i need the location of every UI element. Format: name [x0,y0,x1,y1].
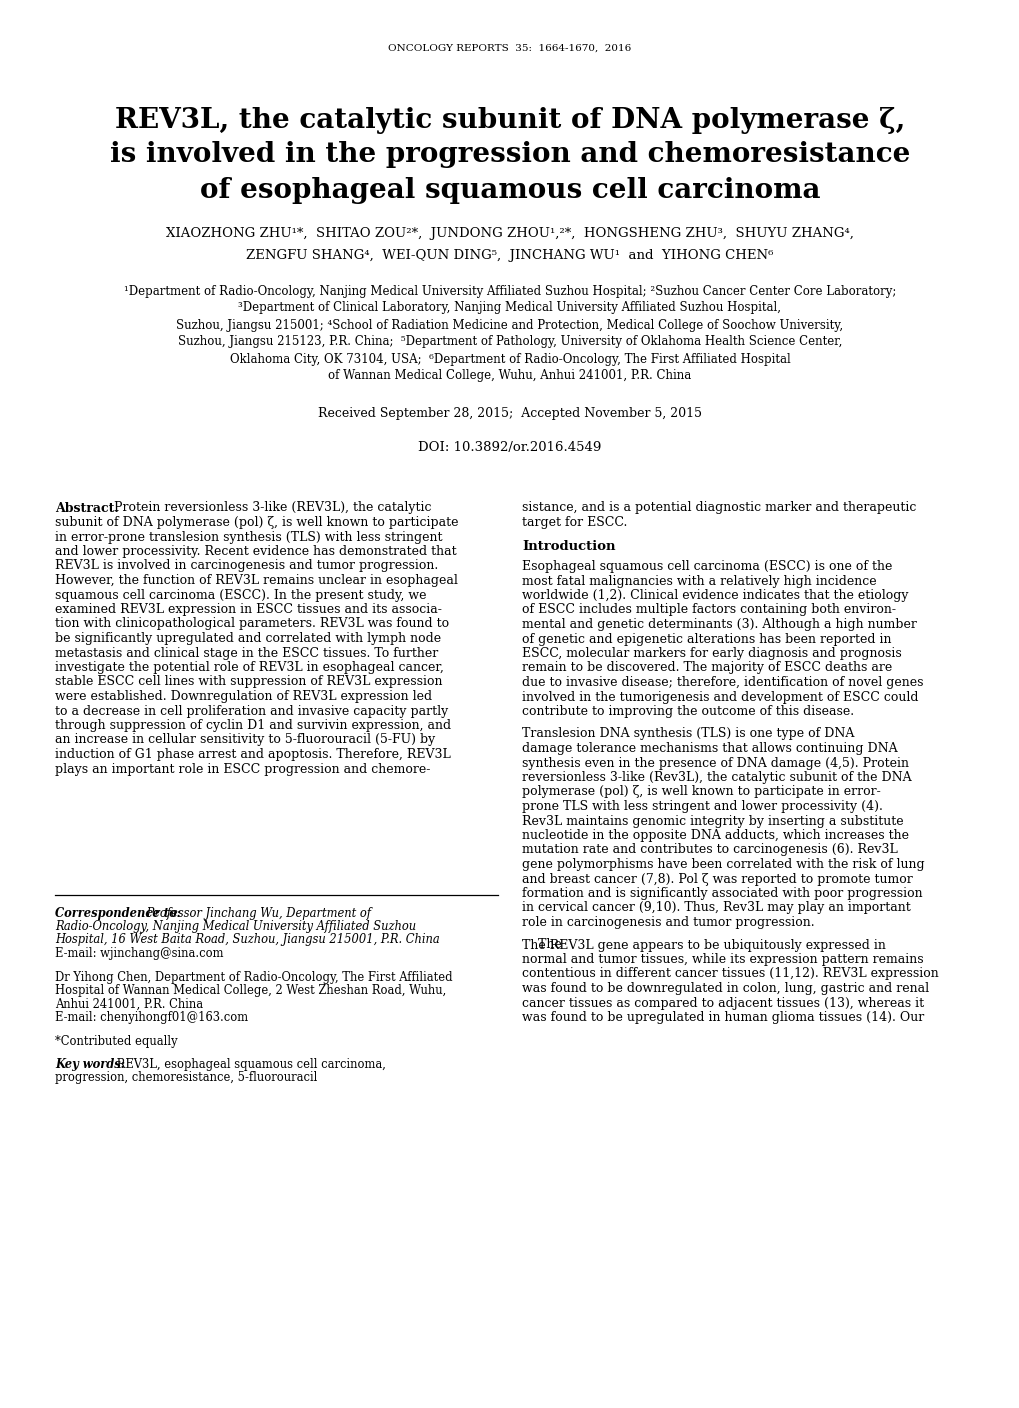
Text: Correspondence to:: Correspondence to: [55,907,180,919]
Text: ³Department of Clinical Laboratory, Nanjing Medical University Affiliated Suzhou: ³Department of Clinical Laboratory, Nanj… [238,301,781,314]
Text: *Contributed equally: *Contributed equally [55,1035,177,1048]
Text: Dr Yihong Chen, Department of Radio-Oncology, The First Affiliated: Dr Yihong Chen, Department of Radio-Onco… [55,970,452,984]
Text: investigate the potential role of REV3L in esophageal cancer,: investigate the potential role of REV3L … [55,660,443,674]
Text: role in carcinogenesis and tumor progression.: role in carcinogenesis and tumor progres… [522,917,814,929]
Text: involved in the tumorigenesis and development of ESCC could: involved in the tumorigenesis and develo… [522,690,917,704]
Text: were established. Downregulation of REV3L expression led: were established. Downregulation of REV3… [55,690,432,703]
Text: damage tolerance mechanisms that allows continuing DNA: damage tolerance mechanisms that allows … [522,742,897,755]
Text: Oklahoma City, OK 73104, USA;  ⁶Department of Radio-Oncology, The First Affiliat: Oklahoma City, OK 73104, USA; ⁶Departmen… [229,352,790,366]
Text: and lower processivity. Recent evidence has demonstrated that: and lower processivity. Recent evidence … [55,545,457,558]
Text: formation and is significantly associated with poor progression: formation and is significantly associate… [522,887,922,900]
Text: prone TLS with less stringent and lower processivity (4).: prone TLS with less stringent and lower … [522,800,882,812]
Text: induction of G1 phase arrest and apoptosis. Therefore, REV3L: induction of G1 phase arrest and apoptos… [55,748,450,760]
Text: Abstract.: Abstract. [55,501,118,514]
Text: nucleotide in the opposite DNA adducts, which increases the: nucleotide in the opposite DNA adducts, … [522,829,908,842]
Text: be significantly upregulated and correlated with lymph node: be significantly upregulated and correla… [55,632,440,645]
Text: Professor Jinchang Wu, Department of: Professor Jinchang Wu, Department of [143,907,371,919]
Text: Introduction: Introduction [522,541,614,553]
Text: most fatal malignancies with a relatively high incidence: most fatal malignancies with a relativel… [522,574,875,587]
Text: synthesis even in the presence of DNA damage (4,5). Protein: synthesis even in the presence of DNA da… [522,756,908,770]
Text: normal and tumor tissues, while its expression pattern remains: normal and tumor tissues, while its expr… [522,953,923,966]
Text: contribute to improving the outcome of this disease.: contribute to improving the outcome of t… [522,705,853,718]
Text: examined REV3L expression in ESCC tissues and its associa-: examined REV3L expression in ESCC tissue… [55,603,441,617]
Text: in cervical cancer (9,10). Thus, Rev3L may play an important: in cervical cancer (9,10). Thus, Rev3L m… [522,901,910,915]
Text: Hospital, 16 West Baita Road, Suzhou, Jiangsu 215001, P.R. China: Hospital, 16 West Baita Road, Suzhou, Ji… [55,934,439,946]
Text: gene polymorphisms have been correlated with the risk of lung: gene polymorphisms have been correlated … [522,857,923,872]
Text: Suzhou, Jiangsu 215001; ⁴School of Radiation Medicine and Protection, Medical Co: Suzhou, Jiangsu 215001; ⁴School of Radia… [176,318,843,331]
Text: was found to be downregulated in colon, lung, gastric and renal: was found to be downregulated in colon, … [522,981,928,995]
Text: mental and genetic determinants (3). Although a high number: mental and genetic determinants (3). Alt… [522,618,916,631]
Text: DOI: 10.3892/or.2016.4549: DOI: 10.3892/or.2016.4549 [418,442,601,455]
Text: Hospital of Wannan Medical College, 2 West Zheshan Road, Wuhu,: Hospital of Wannan Medical College, 2 We… [55,984,446,997]
Text: of Wannan Medical College, Wuhu, Anhui 241001, P.R. China: of Wannan Medical College, Wuhu, Anhui 2… [328,369,691,383]
Text: ONCOLOGY REPORTS  35:  1664-1670,  2016: ONCOLOGY REPORTS 35: 1664-1670, 2016 [388,44,631,52]
Text: through suppression of cyclin D1 and survivin expression, and: through suppression of cyclin D1 and sur… [55,719,450,732]
Text: Rev3L maintains genomic integrity by inserting a substitute: Rev3L maintains genomic integrity by ins… [522,814,903,828]
Text: sistance, and is a potential diagnostic marker and therapeutic: sistance, and is a potential diagnostic … [522,501,915,514]
Text: of ESCC includes multiple factors containing both environ-: of ESCC includes multiple factors contai… [522,604,895,617]
Text: mutation rate and contributes to carcinogenesis (6). Rev3L: mutation rate and contributes to carcino… [522,843,897,856]
Text: Received September 28, 2015;  Accepted November 5, 2015: Received September 28, 2015; Accepted No… [318,407,701,420]
Text: and breast cancer (7,8). Pol ζ was reported to promote tumor: and breast cancer (7,8). Pol ζ was repor… [522,873,912,886]
Text: REV3L, the catalytic subunit of DNA polymerase ζ,: REV3L, the catalytic subunit of DNA poly… [115,107,904,134]
Text: metastasis and clinical stage in the ESCC tissues. To further: metastasis and clinical stage in the ESC… [55,646,438,659]
Text: Esophageal squamous cell carcinoma (ESCC) is one of the: Esophageal squamous cell carcinoma (ESCC… [522,560,892,573]
Text: contentious in different cancer tissues (11,12). REV3L expression: contentious in different cancer tissues … [522,967,937,980]
Text: is involved in the progression and chemoresistance: is involved in the progression and chemo… [110,141,909,169]
Text: Radio-Oncology, Nanjing Medical University Affiliated Suzhou: Radio-Oncology, Nanjing Medical Universi… [55,919,416,934]
Text: progression, chemoresistance, 5-fluorouracil: progression, chemoresistance, 5-fluorour… [55,1071,317,1084]
Text: ESCC, molecular markers for early diagnosis and prognosis: ESCC, molecular markers for early diagno… [522,648,901,660]
Text: ¹Department of Radio-Oncology, Nanjing Medical University Affiliated Suzhou Hosp: ¹Department of Radio-Oncology, Nanjing M… [123,284,896,297]
Text: However, the function of REV3L remains unclear in esophageal: However, the function of REV3L remains u… [55,574,458,587]
Text: of genetic and epigenetic alterations has been reported in: of genetic and epigenetic alterations ha… [522,632,891,645]
Text: remain to be discovered. The majority of ESCC deaths are: remain to be discovered. The majority of… [522,662,892,674]
Text: stable ESCC cell lines with suppression of REV3L expression: stable ESCC cell lines with suppression … [55,676,442,689]
Text: an increase in cellular sensitivity to 5-fluorouracil (5-FU) by: an increase in cellular sensitivity to 5… [55,734,435,746]
Text: was found to be upregulated in human glioma tissues (14). Our: was found to be upregulated in human gli… [522,1011,923,1024]
Text: subunit of DNA polymerase (pol) ζ, is well known to participate: subunit of DNA polymerase (pol) ζ, is we… [55,515,459,529]
Text: tion with clinicopathological parameters. REV3L was found to: tion with clinicopathological parameters… [55,618,448,631]
Text: REV3L, esophageal squamous cell carcinoma,: REV3L, esophageal squamous cell carcinom… [113,1057,385,1071]
Text: E-mail: wjinchang@sina.com: E-mail: wjinchang@sina.com [55,948,223,960]
Text: The: The [522,939,566,952]
Text: ZENGFU SHANG⁴,  WEI-QUN DING⁵,  JINCHANG WU¹  and  YIHONG CHEN⁶: ZENGFU SHANG⁴, WEI-QUN DING⁵, JINCHANG W… [246,249,773,262]
Text: worldwide (1,2). Clinical evidence indicates that the etiology: worldwide (1,2). Clinical evidence indic… [522,589,908,603]
Text: polymerase (pol) ζ, is well known to participate in error-: polymerase (pol) ζ, is well known to par… [522,786,879,798]
Text: to a decrease in cell proliferation and invasive capacity partly: to a decrease in cell proliferation and … [55,704,447,718]
Text: REV3L is involved in carcinogenesis and tumor progression.: REV3L is involved in carcinogenesis and … [55,559,438,573]
Text: of esophageal squamous cell carcinoma: of esophageal squamous cell carcinoma [200,176,819,204]
Text: The REV3L gene appears to be ubiquitously expressed in: The REV3L gene appears to be ubiquitousl… [522,939,886,952]
Text: XIAOZHONG ZHU¹*,  SHITAO ZOU²*,  JUNDONG ZHOU¹,²*,  HONGSHENG ZHU³,  SHUYU ZHANG: XIAOZHONG ZHU¹*, SHITAO ZOU²*, JUNDONG Z… [166,227,853,239]
Text: squamous cell carcinoma (ESCC). In the present study, we: squamous cell carcinoma (ESCC). In the p… [55,589,426,601]
Text: Protein reversionless 3-like (REV3L), the catalytic: Protein reversionless 3-like (REV3L), th… [110,501,431,514]
Text: due to invasive disease; therefore, identification of novel genes: due to invasive disease; therefore, iden… [522,676,922,689]
Text: Anhui 241001, P.R. China: Anhui 241001, P.R. China [55,997,203,1011]
Text: target for ESCC.: target for ESCC. [522,515,627,529]
Text: E-mail: chenyihongf01@163.com: E-mail: chenyihongf01@163.com [55,1011,248,1024]
Text: cancer tissues as compared to adjacent tissues (13), whereas it: cancer tissues as compared to adjacent t… [522,997,923,1010]
Text: reversionless 3-like (Rev3L), the catalytic subunit of the DNA: reversionless 3-like (Rev3L), the cataly… [522,772,911,784]
Text: in error-prone translesion synthesis (TLS) with less stringent: in error-prone translesion synthesis (TL… [55,531,442,543]
Text: Suzhou, Jiangsu 215123, P.R. China;  ⁵Department of Pathology, University of Okl: Suzhou, Jiangsu 215123, P.R. China; ⁵Dep… [177,335,842,349]
Text: Translesion DNA synthesis (TLS) is one type of DNA: Translesion DNA synthesis (TLS) is one t… [522,728,854,741]
Text: Key words:: Key words: [55,1057,125,1071]
Text: plays an important role in ESCC progression and chemore-: plays an important role in ESCC progress… [55,763,430,776]
